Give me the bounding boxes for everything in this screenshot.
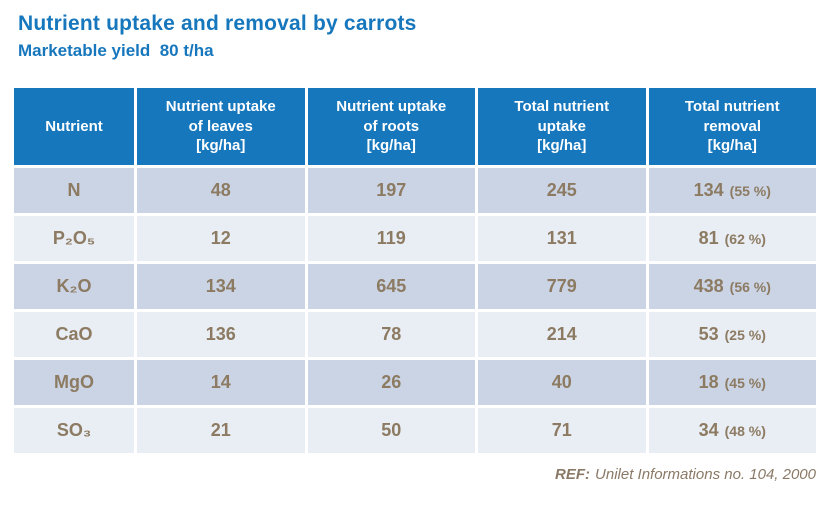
cell-nutrient: SO₃ (14, 408, 134, 453)
header-uptake-leaves: Nutrient uptake of leaves [kg/ha] (137, 88, 305, 165)
reference-text: Unilet Informations no. 104, 2000 (595, 466, 816, 483)
nutrient-table: Nutrient Nutrient uptake of leaves [kg/h… (14, 88, 816, 453)
cell-removal: 34 (48 %) (648, 408, 816, 453)
header-total-removal: Total nutrient removal [kg/ha] (648, 88, 816, 165)
cell-nutrient: CaO (14, 312, 134, 357)
header-total-uptake: Total nutrient uptake [kg/ha] (478, 88, 646, 165)
removal-percent: (25 %) (724, 326, 766, 343)
page-title: Nutrient uptake and removal by carrots (18, 12, 417, 35)
cell-roots: 197 (307, 168, 475, 213)
cell-nutrient: MgO (14, 360, 134, 405)
cell-removal: 18 (45 %) (648, 360, 816, 405)
removal-value: 18 (698, 372, 719, 392)
cell-removal: 81 (62 %) (648, 216, 816, 261)
removal-percent: (45 %) (724, 374, 766, 391)
cell-leaves: 48 (137, 168, 305, 213)
page-subtitle: Marketable yield 80 t/ha (18, 41, 214, 60)
cell-roots: 50 (307, 408, 475, 453)
removal-value: 134 (693, 180, 724, 200)
cell-leaves: 134 (137, 264, 305, 309)
cell-nutrient: P₂O₅ (14, 216, 134, 261)
cell-removal: 438 (56 %) (648, 264, 816, 309)
cell-nutrient: N (14, 168, 134, 213)
removal-value: 438 (693, 276, 724, 296)
reference-note: REF: Unilet Informations no. 104, 2000 (555, 466, 816, 483)
removal-percent: (48 %) (724, 422, 766, 439)
removal-value: 81 (698, 228, 719, 248)
cell-roots: 645 (307, 264, 475, 309)
removal-value: 53 (698, 324, 719, 344)
cell-total: 131 (478, 216, 646, 261)
header-nutrient: Nutrient (14, 88, 134, 165)
cell-total: 71 (478, 408, 646, 453)
cell-total: 214 (478, 312, 646, 357)
cell-leaves: 21 (137, 408, 305, 453)
cell-leaves: 136 (137, 312, 305, 357)
cell-leaves: 12 (137, 216, 305, 261)
cell-roots: 119 (307, 216, 475, 261)
cell-removal: 53 (25 %) (648, 312, 816, 357)
cell-total: 40 (478, 360, 646, 405)
header-uptake-roots: Nutrient uptake of roots [kg/ha] (307, 88, 475, 165)
cell-roots: 78 (307, 312, 475, 357)
removal-percent: (62 %) (724, 230, 766, 247)
cell-nutrient: K₂O (14, 264, 134, 309)
cell-total: 245 (478, 168, 646, 213)
removal-percent: (56 %) (729, 278, 771, 295)
removal-percent: (55 %) (729, 182, 771, 199)
cell-removal: 134 (55 %) (648, 168, 816, 213)
reference-label: REF: (555, 466, 591, 483)
cell-leaves: 14 (137, 360, 305, 405)
cell-total: 779 (478, 264, 646, 309)
cell-roots: 26 (307, 360, 475, 405)
removal-value: 34 (698, 420, 719, 440)
